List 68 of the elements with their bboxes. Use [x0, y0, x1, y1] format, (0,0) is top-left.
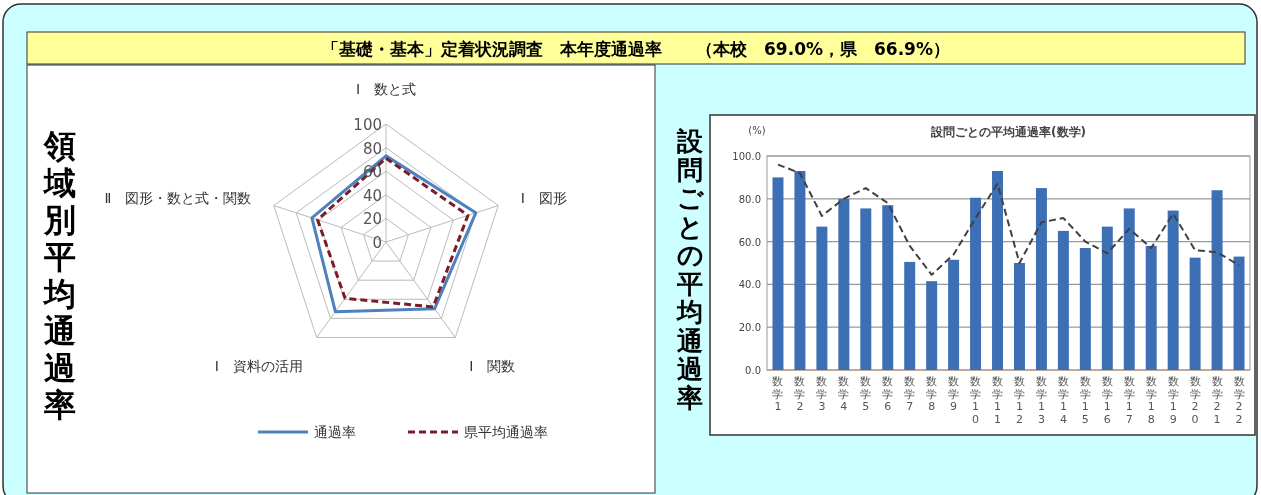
y-axis-title: (%) [748, 125, 766, 136]
line-series [776, 163, 1241, 276]
bar [882, 205, 894, 370]
bar [1123, 208, 1135, 370]
x-tick-label: 数学1 [772, 375, 784, 413]
y-tick-label: 60.0 [738, 236, 761, 248]
bar [838, 198, 850, 370]
spoke-label: Ⅰ 図形 [520, 190, 567, 207]
bar [1013, 263, 1025, 370]
y-tick-label: 100 [353, 116, 382, 134]
x-tick-label: 数学12 [1013, 375, 1025, 426]
bar [926, 281, 938, 370]
spoke-label: Ⅰ 関数 [469, 357, 516, 374]
bar [992, 170, 1004, 370]
x-tick-label: 数学13 [1035, 375, 1047, 426]
y-tick-label: 100.0 [732, 151, 761, 162]
legend-label: 通過率 [314, 424, 356, 440]
y-tick-label: 20.0 [738, 322, 761, 334]
bar [1189, 257, 1201, 370]
bar [948, 259, 960, 370]
text: 領域別平均通過率 [42, 127, 76, 424]
x-tick-label: 数学10 [970, 375, 982, 426]
bar [860, 208, 872, 370]
bar [772, 177, 784, 370]
y-tick-label: 0.0 [745, 365, 761, 376]
y-tick-label: 40.0 [738, 279, 761, 291]
x-tick-label: 数学15 [1079, 375, 1091, 426]
spoke-label: Ⅰ 数と式 [355, 81, 417, 97]
x-tick-label: 数学22 [1233, 375, 1245, 426]
x-tick-label: 数学21 [1211, 375, 1223, 426]
bar [1035, 188, 1047, 370]
x-tick-label: 数学17 [1123, 375, 1135, 426]
x-tick-label: 数学20 [1189, 375, 1201, 426]
y-tick-label: 40 [362, 186, 382, 205]
x-tick-label: 数学19 [1167, 375, 1179, 426]
x-tick-label: 数学3 [816, 375, 828, 413]
y-tick-label: 0 [372, 234, 382, 252]
bar [1079, 248, 1091, 370]
bar [1233, 256, 1245, 370]
x-tick-label: 数学5 [860, 375, 872, 413]
x-tick-label: 数学4 [838, 375, 850, 413]
bar [1145, 245, 1157, 370]
bar [904, 261, 916, 370]
x-tick-label: 数学18 [1145, 375, 1157, 426]
spoke-label: Ⅱ 図形・数と式・関数 [104, 190, 252, 207]
x-tick-label: 数学6 [882, 375, 894, 413]
bar [1167, 210, 1179, 370]
x-tick-label: 数学2 [794, 375, 806, 413]
y-tick-label: 80.0 [738, 193, 761, 205]
bar [794, 170, 806, 370]
bar [1057, 230, 1069, 370]
bar [816, 226, 828, 370]
spoke-label: Ⅰ 資料の活用 [214, 357, 303, 374]
bar [1211, 190, 1223, 370]
y-tick-label: 20 [362, 210, 382, 229]
x-tick-label: 数学9 [948, 375, 960, 413]
x-tick-label: 数学11 [992, 375, 1004, 426]
y-tick-label: 80 [362, 139, 382, 158]
text: 設問ごとの平均通過率 [676, 126, 704, 413]
chart-title: 設問ごとの平均通過率(数学) [930, 125, 1086, 139]
x-tick-label: 数学14 [1057, 375, 1069, 426]
x-tick-label: 数学7 [904, 375, 916, 413]
legend-label: 県平均通過率 [464, 424, 548, 440]
x-tick-label: 数学8 [926, 375, 938, 413]
text: 「基礎・基本」定着状況調査 本年度通過率 （本校 69.0%，県 66.9%） [322, 39, 950, 59]
x-tick-label: 数学16 [1101, 375, 1113, 426]
bar [1101, 226, 1113, 370]
bar [970, 197, 982, 370]
